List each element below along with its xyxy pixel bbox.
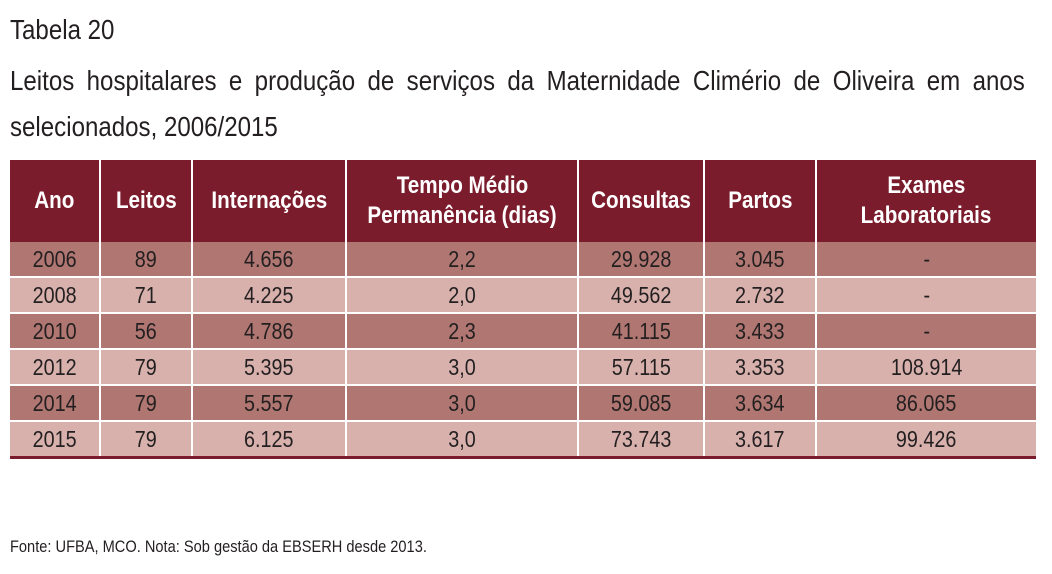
cell-leitos: 79 xyxy=(100,420,193,458)
cell-leitos: 79 xyxy=(100,384,193,421)
cell-internacoes: 4.786 xyxy=(192,312,347,349)
cell-leitos: 56 xyxy=(100,312,193,349)
table-row: 2010 56 4.786 2,3 41.115 3.433 - xyxy=(10,312,1036,349)
col-header-tempo-medio: Tempo Médio Permanência (dias) xyxy=(346,160,579,242)
table-row: 2008 71 4.225 2,0 49.562 2.732 - xyxy=(10,276,1036,313)
cell-tempo: 3,0 xyxy=(346,348,579,385)
cell-internacoes: 5.557 xyxy=(192,384,347,421)
table-title: Leitos hospitalares e produção de serviç… xyxy=(10,65,1025,142)
cell-partos: 3.433 xyxy=(704,312,817,349)
cell-internacoes: 5.395 xyxy=(192,348,347,385)
source-note: Fonte: UFBA, MCO. Nota: Sob gestão da EB… xyxy=(10,537,427,556)
data-table: Ano Leitos Internações Tempo Médio Perman… xyxy=(10,160,1036,459)
col-header-consultas: Consultas xyxy=(578,160,705,242)
cell-internacoes: 6.125 xyxy=(192,420,347,458)
table-row: 2006 89 4.656 2,2 29.928 3.045 - xyxy=(10,242,1036,277)
cell-exames: - xyxy=(816,276,1036,313)
cell-ano: 2010 xyxy=(10,312,101,349)
cell-partos: 3.634 xyxy=(704,384,817,421)
col-header-internacoes: Internações xyxy=(192,160,347,242)
col-header-partos: Partos xyxy=(704,160,817,242)
cell-partos: 3.617 xyxy=(704,420,817,458)
cell-ano: 2006 xyxy=(10,242,101,277)
cell-partos: 3.353 xyxy=(704,348,817,385)
cell-partos: 2.732 xyxy=(704,276,817,313)
table-row: 2014 79 5.557 3,0 59.085 3.634 86.065 xyxy=(10,384,1036,421)
col-header-exames: Exames Laboratoriais xyxy=(816,160,1036,242)
cell-consultas: 57.115 xyxy=(578,348,705,385)
cell-consultas: 49.562 xyxy=(578,276,705,313)
col-header-ano: Ano xyxy=(10,160,101,242)
cell-exames: - xyxy=(816,242,1036,277)
header-row: Ano Leitos Internações Tempo Médio Perman… xyxy=(10,160,1036,242)
cell-consultas: 29.928 xyxy=(578,242,705,277)
cell-internacoes: 4.225 xyxy=(192,276,347,313)
cell-tempo: 3,0 xyxy=(346,384,579,421)
cell-ano: 2015 xyxy=(10,420,101,458)
cell-internacoes: 4.656 xyxy=(192,242,347,277)
table-label: Tabela 20 xyxy=(10,14,115,45)
cell-exames: 99.426 xyxy=(816,420,1036,458)
cell-leitos: 79 xyxy=(100,348,193,385)
cell-exames: 86.065 xyxy=(816,384,1036,421)
cell-consultas: 59.085 xyxy=(578,384,705,421)
cell-leitos: 71 xyxy=(100,276,193,313)
table-row: 2015 79 6.125 3,0 73.743 3.617 99.426 xyxy=(10,420,1036,458)
cell-leitos: 89 xyxy=(100,242,193,277)
cell-consultas: 41.115 xyxy=(578,312,705,349)
cell-tempo: 2,0 xyxy=(346,276,579,313)
cell-partos: 3.045 xyxy=(704,242,817,277)
cell-exames: - xyxy=(816,312,1036,349)
cell-ano: 2014 xyxy=(10,384,101,421)
cell-tempo: 2,3 xyxy=(346,312,579,349)
col-header-leitos: Leitos xyxy=(100,160,193,242)
cell-consultas: 73.743 xyxy=(578,420,705,458)
cell-ano: 2008 xyxy=(10,276,101,313)
cell-tempo: 2,2 xyxy=(346,242,579,277)
cell-exames: 108.914 xyxy=(816,348,1036,385)
cell-ano: 2012 xyxy=(10,348,101,385)
cell-tempo: 3,0 xyxy=(346,420,579,458)
table-row: 2012 79 5.395 3,0 57.115 3.353 108.914 xyxy=(10,348,1036,385)
